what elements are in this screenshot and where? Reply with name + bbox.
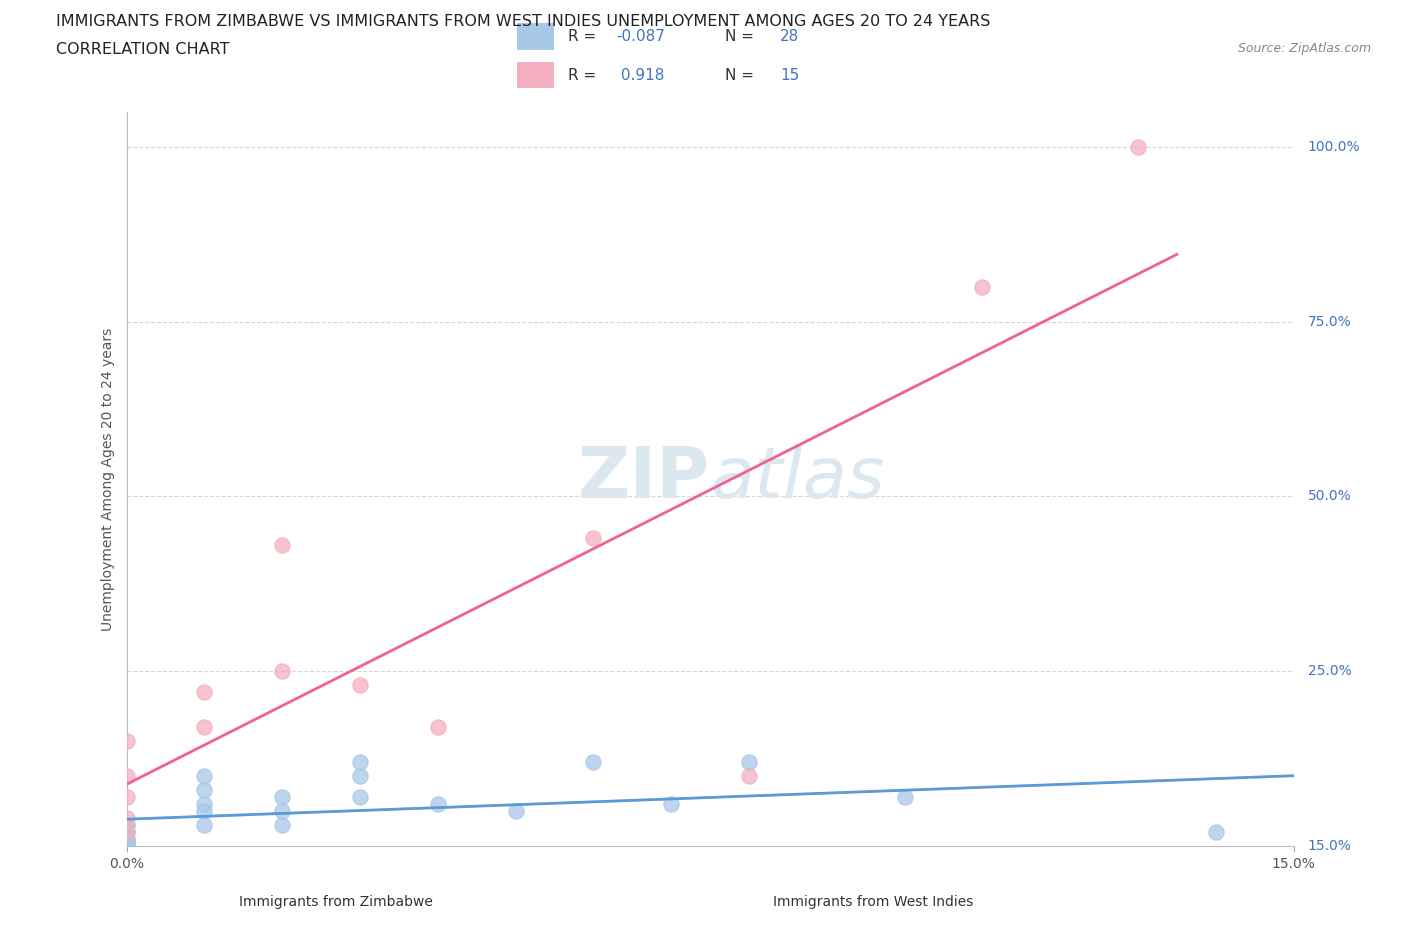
- Point: [115, 817, 138, 832]
- Bar: [517, 23, 554, 50]
- Point: [193, 783, 215, 798]
- Point: [193, 720, 215, 735]
- Point: [115, 825, 138, 840]
- Text: Source: ZipAtlas.com: Source: ZipAtlas.com: [1237, 42, 1371, 55]
- Text: Immigrants from Zimbabwe: Immigrants from Zimbabwe: [239, 895, 433, 910]
- Text: 0.918: 0.918: [616, 68, 664, 83]
- Text: N =: N =: [725, 68, 759, 83]
- Text: 25.0%: 25.0%: [1308, 664, 1351, 678]
- Point: [115, 825, 138, 840]
- Point: [738, 755, 761, 770]
- Text: 75.0%: 75.0%: [1308, 314, 1351, 328]
- Text: 50.0%: 50.0%: [1308, 489, 1351, 503]
- Text: R =: R =: [568, 68, 602, 83]
- Text: IMMIGRANTS FROM ZIMBABWE VS IMMIGRANTS FROM WEST INDIES UNEMPLOYMENT AMONG AGES : IMMIGRANTS FROM ZIMBABWE VS IMMIGRANTS F…: [56, 14, 991, 29]
- Point: [115, 825, 138, 840]
- Point: [115, 811, 138, 826]
- Point: [972, 279, 994, 294]
- Point: [582, 755, 605, 770]
- Point: [426, 720, 449, 735]
- Point: [115, 817, 138, 832]
- Point: [1205, 825, 1227, 840]
- Point: [426, 797, 449, 812]
- Point: [349, 678, 371, 693]
- Point: [115, 839, 138, 854]
- Text: R =: R =: [568, 29, 602, 44]
- Point: [193, 684, 215, 699]
- Point: [349, 755, 371, 770]
- Point: [193, 797, 215, 812]
- Point: [115, 790, 138, 804]
- Point: [505, 804, 527, 818]
- Text: 15.0%: 15.0%: [1308, 839, 1351, 854]
- Point: [115, 831, 138, 846]
- Point: [115, 835, 138, 850]
- Point: [659, 797, 682, 812]
- Text: Immigrants from West Indies: Immigrants from West Indies: [773, 895, 974, 910]
- Text: N =: N =: [725, 29, 759, 44]
- Text: atlas: atlas: [710, 445, 884, 513]
- Point: [115, 831, 138, 846]
- Point: [582, 531, 605, 546]
- Point: [1126, 140, 1149, 154]
- Point: [115, 835, 138, 850]
- Point: [115, 769, 138, 784]
- Text: 28: 28: [780, 29, 800, 44]
- Point: [115, 839, 138, 854]
- Point: [193, 769, 215, 784]
- Point: [271, 804, 294, 818]
- Point: [193, 804, 215, 818]
- Text: CORRELATION CHART: CORRELATION CHART: [56, 42, 229, 57]
- Point: [271, 790, 294, 804]
- Point: [271, 664, 294, 679]
- Point: [893, 790, 915, 804]
- Y-axis label: Unemployment Among Ages 20 to 24 years: Unemployment Among Ages 20 to 24 years: [101, 327, 115, 631]
- Point: [115, 734, 138, 749]
- Text: ZIP: ZIP: [578, 445, 710, 513]
- Text: 15: 15: [780, 68, 800, 83]
- Point: [738, 769, 761, 784]
- Text: -0.087: -0.087: [616, 29, 665, 44]
- Point: [271, 538, 294, 552]
- Point: [271, 817, 294, 832]
- Bar: [517, 61, 554, 88]
- Point: [349, 790, 371, 804]
- Point: [349, 769, 371, 784]
- Point: [193, 817, 215, 832]
- Text: 100.0%: 100.0%: [1308, 140, 1360, 153]
